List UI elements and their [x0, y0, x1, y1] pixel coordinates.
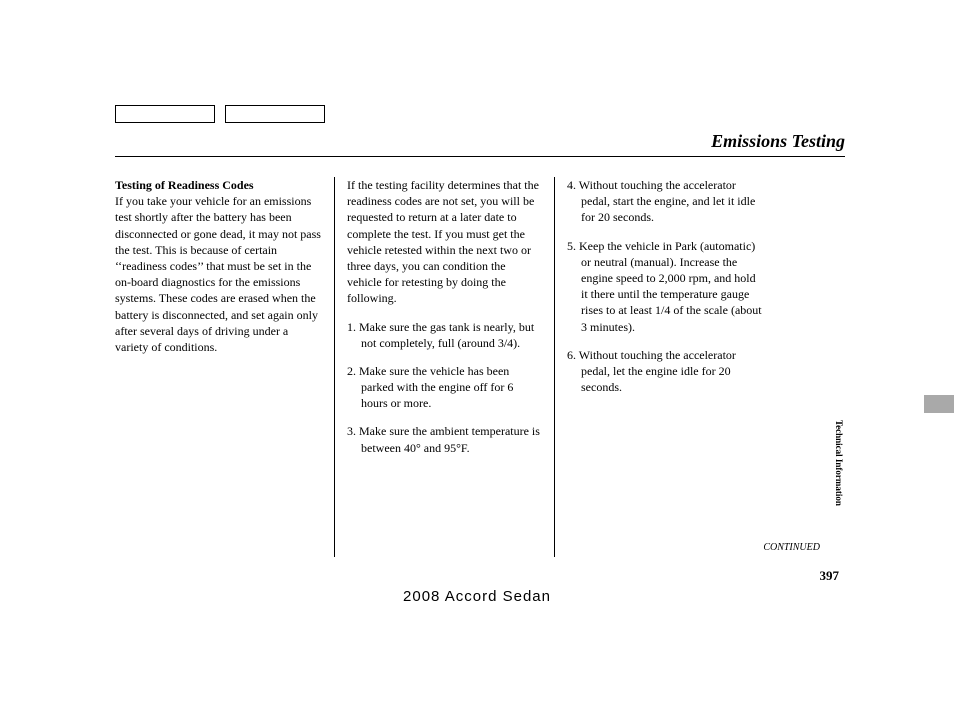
step-6: 6. Without touching the accelerator peda…	[567, 347, 763, 396]
footer-text: 2008 Accord Sedan	[0, 588, 954, 605]
content-columns: Testing of Readiness Codes If you take y…	[115, 177, 845, 557]
steps-list-b: 4. Without touching the accelerator peda…	[567, 177, 763, 395]
step-3: 3. Make sure the ambient temperature is …	[347, 423, 542, 455]
continued-label: CONTINUED	[763, 542, 820, 553]
side-tab	[924, 395, 954, 413]
steps-list-a: 1. Make sure the gas tank is nearly, but…	[347, 319, 542, 456]
col2-intro: If the testing facility determines that …	[347, 177, 542, 307]
header-box-2	[225, 105, 325, 123]
side-label: Technical Information	[834, 420, 844, 506]
step-1: 1. Make sure the gas tank is nearly, but…	[347, 319, 542, 351]
section-heading: Testing of Readiness Codes	[115, 178, 254, 192]
column-3: 4. Without touching the accelerator peda…	[555, 177, 775, 557]
page-title: Emissions Testing	[711, 131, 845, 152]
step-4: 4. Without touching the accelerator peda…	[567, 177, 763, 226]
header-boxes	[115, 105, 845, 123]
column-1: Testing of Readiness Codes If you take y…	[115, 177, 335, 557]
section-para: Testing of Readiness Codes If you take y…	[115, 177, 322, 355]
col1-text: If you take your vehicle for an emission…	[115, 194, 321, 354]
step-2: 2. Make sure the vehicle has been parked…	[347, 363, 542, 412]
page-number: 397	[820, 568, 840, 584]
header-box-1	[115, 105, 215, 123]
column-2: If the testing facility determines that …	[335, 177, 555, 557]
title-row: Emissions Testing	[115, 131, 845, 157]
step-5: 5. Keep the vehicle in Park (automatic) …	[567, 238, 763, 335]
